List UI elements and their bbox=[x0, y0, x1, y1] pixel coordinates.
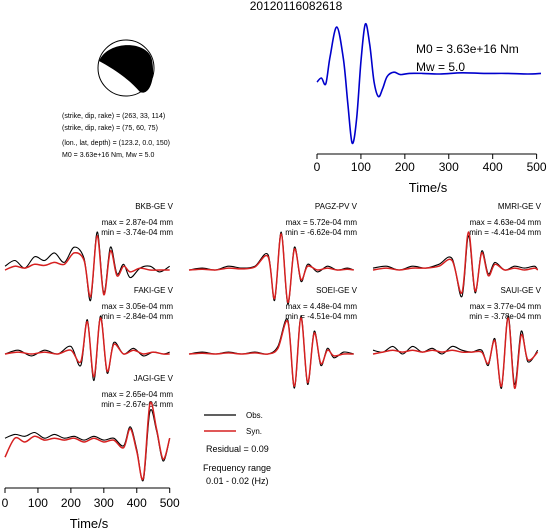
synthetic-trace bbox=[4, 235, 170, 298]
stf-x-tick-label: 500 bbox=[527, 160, 547, 174]
station-min: min = -6.62e-04 mm bbox=[285, 228, 357, 237]
stf-m0-label: M0 = 3.63e+16 Nm bbox=[416, 42, 519, 56]
stf-mw-label: Mw = 5.0 bbox=[416, 60, 465, 74]
bottom-xlabel: Time/s bbox=[70, 516, 109, 531]
station-min: min = -4.41e-04 mm bbox=[469, 228, 541, 237]
legend-syn-label: Syn. bbox=[246, 427, 262, 436]
station-name: PAGZ-PV V bbox=[315, 202, 358, 211]
stf-line bbox=[316, 22, 542, 145]
synthetic-trace bbox=[4, 401, 171, 481]
beachball bbox=[97, 39, 155, 97]
observed-trace bbox=[188, 315, 354, 389]
station-name: SAUI-GE V bbox=[501, 286, 542, 295]
focal-line-2: (strike, dip, rake) = (75, 60, 75) bbox=[62, 125, 158, 132]
bottom-axis: 0 100 200 300 400 500 bbox=[2, 487, 180, 510]
station-max: max = 2.87e-04 mm bbox=[102, 218, 174, 227]
station-max: max = 3.05e-04 mm bbox=[102, 302, 174, 311]
bottom-x-tick-label: 400 bbox=[127, 496, 147, 510]
bottom-x-tick-label: 0 bbox=[2, 496, 9, 510]
focal-line-1: (strike, dip, rake) = (263, 33, 114) bbox=[62, 113, 165, 120]
synthetic-trace bbox=[372, 317, 539, 389]
station-max: max = 2.65e-04 mm bbox=[102, 390, 174, 399]
stf-panel: 0 100 200 300 400 500 bbox=[314, 22, 547, 174]
stf-x-tick-label: 0 bbox=[314, 160, 321, 174]
freq-title: Frequency range bbox=[203, 463, 271, 473]
station-name: MMRI-GE V bbox=[498, 202, 542, 211]
freq-value: 0.01 - 0.02 (Hz) bbox=[206, 476, 269, 486]
legend-obs-label: Obs. bbox=[246, 411, 263, 420]
station-max: max = 4.63e-04 mm bbox=[470, 218, 542, 227]
synthetic-trace bbox=[372, 231, 539, 294]
bottom-x-tick-label: 100 bbox=[28, 496, 48, 510]
station-min: min = -4.51e-04 mm bbox=[285, 312, 357, 321]
station-name: BKB-GE V bbox=[135, 202, 173, 211]
stf-x-tick-label: 300 bbox=[439, 160, 459, 174]
bottom-x-tick-label: 300 bbox=[94, 496, 114, 510]
station-name: SOEI-GE V bbox=[316, 286, 358, 295]
bottom-x-tick-label: 200 bbox=[61, 496, 81, 510]
station-min: min = -2.84e-04 mm bbox=[101, 312, 173, 321]
legend: Obs. Syn. Residual = 0.09 Frequency rang… bbox=[203, 411, 271, 486]
beachball-compressional-quadrant bbox=[99, 45, 154, 93]
stf-xlabel: Time/s bbox=[409, 180, 448, 195]
focal-line-3: (lon., lat, depth) = (123.2, 0.0, 150) bbox=[62, 140, 170, 147]
stf-x-tick-label: 100 bbox=[351, 160, 371, 174]
station-min: min = -3.74e-04 mm bbox=[101, 228, 173, 237]
station-max: max = 5.72e-04 mm bbox=[286, 218, 358, 227]
station-max: max = 4.48e-04 mm bbox=[286, 302, 358, 311]
synthetic-trace bbox=[188, 233, 354, 304]
station-min: min = -2.67e-04 mm bbox=[101, 400, 173, 409]
station-name: FAKI-GE V bbox=[134, 286, 174, 295]
observed-trace bbox=[4, 315, 170, 382]
residual-text: Residual = 0.09 bbox=[206, 444, 269, 454]
synthetic-trace bbox=[188, 317, 354, 388]
station-min: min = -3.78e-04 mm bbox=[469, 312, 541, 321]
stf-x-tick-label: 200 bbox=[395, 160, 415, 174]
bottom-x-tick-label: 500 bbox=[160, 496, 180, 510]
focal-line-4: M0 = 3.63e+16 Nm, Mw = 5.0 bbox=[62, 152, 155, 159]
station-max: max = 3.77e-04 mm bbox=[470, 302, 542, 311]
figure-title: 20120116082618 bbox=[250, 0, 343, 13]
synthetic-trace bbox=[4, 317, 170, 378]
station-name: JAGI-GE V bbox=[133, 374, 173, 383]
stf-x-tick-label: 400 bbox=[483, 160, 503, 174]
